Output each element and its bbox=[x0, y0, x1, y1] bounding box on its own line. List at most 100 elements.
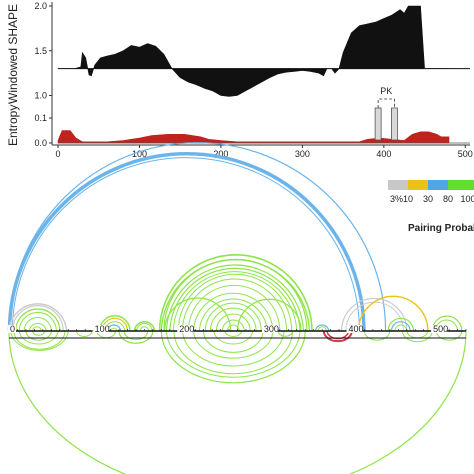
upper-arc bbox=[32, 326, 42, 332]
upper-arc bbox=[18, 311, 57, 332]
entropy-y-tick: 0.0 bbox=[34, 138, 47, 148]
upper-arc bbox=[387, 317, 415, 332]
shape-y-tick: 1.5 bbox=[34, 46, 47, 56]
lower-arc bbox=[165, 330, 301, 378]
upper-arc bbox=[23, 316, 52, 332]
lower-arc bbox=[326, 330, 350, 340]
lower-arc bbox=[277, 330, 293, 337]
lower-arc bbox=[10, 330, 69, 351]
y-axis-label-entropy: Entropy bbox=[6, 104, 20, 146]
arc-tick-label-bg bbox=[261, 325, 278, 333]
lower-arc bbox=[402, 330, 433, 343]
upper-arc bbox=[133, 321, 156, 332]
top-x-tick: 100 bbox=[132, 149, 147, 159]
pk-box bbox=[391, 107, 398, 141]
upper-arc bbox=[198, 298, 268, 332]
legend-swatch bbox=[468, 180, 474, 190]
lower-arc bbox=[322, 330, 353, 343]
upper-arc bbox=[226, 324, 240, 332]
upper-arc bbox=[314, 324, 330, 332]
upper-arc bbox=[221, 319, 245, 332]
upper-arc bbox=[341, 297, 408, 332]
upper-arc bbox=[15, 308, 61, 332]
lower-arc bbox=[203, 330, 264, 353]
lower-arc bbox=[224, 330, 243, 337]
arc-tick-label-bg bbox=[431, 325, 448, 333]
upper-arc bbox=[163, 258, 308, 332]
lower-arc bbox=[182, 330, 285, 367]
lower-arc bbox=[213, 330, 254, 345]
legend-swatch bbox=[408, 180, 428, 190]
pk-label: PK bbox=[380, 86, 392, 96]
upper-arc bbox=[11, 305, 64, 332]
entropy-panel: 0.1 0.0 bbox=[34, 113, 470, 148]
arcs-lower bbox=[8, 330, 467, 474]
arc-tick-label-bg bbox=[8, 325, 16, 333]
shape-y-tick: 2.0 bbox=[34, 1, 47, 11]
lower-arc bbox=[76, 330, 93, 337]
legend-swatch bbox=[448, 180, 468, 190]
upper-arc bbox=[139, 326, 150, 332]
lower-arc bbox=[363, 330, 391, 341]
arcs-upper bbox=[7, 142, 463, 332]
legend-label: 100 bbox=[460, 194, 474, 204]
lower-arc bbox=[123, 330, 149, 340]
arc-sequence-axis: 0 100 200 300 400 500 bbox=[8, 324, 467, 339]
lower-arc bbox=[435, 330, 463, 341]
legend-label: 80 bbox=[443, 194, 453, 204]
top-x-tick: 300 bbox=[295, 149, 310, 159]
lower-arc bbox=[173, 330, 293, 375]
top-x-tick: 400 bbox=[376, 149, 391, 159]
upper-arc bbox=[158, 254, 313, 332]
arc-tick-label-bg bbox=[346, 325, 363, 333]
lower-arc bbox=[118, 330, 154, 344]
upper-arc bbox=[8, 142, 387, 332]
upper-arc bbox=[10, 154, 364, 332]
upper-arc bbox=[8, 303, 68, 332]
lower-arc bbox=[25, 330, 52, 341]
arc-tick-label-bg bbox=[177, 325, 194, 333]
shape-area bbox=[57, 5, 450, 97]
upper-arc bbox=[165, 264, 305, 332]
legend-label: 10 bbox=[403, 194, 413, 204]
upper-arc bbox=[209, 307, 257, 332]
arc-x-tick: 300 bbox=[264, 324, 279, 334]
upper-arc bbox=[164, 297, 232, 332]
pairing-probability-legend: 3% 10 30 80 100 bbox=[388, 180, 474, 204]
lower-arc bbox=[406, 330, 429, 339]
legend-title: Pairing Probabili bbox=[408, 223, 474, 234]
upper-arc bbox=[317, 326, 327, 332]
upper-arc bbox=[11, 157, 360, 332]
arc-x-tick: 400 bbox=[349, 324, 364, 334]
entropy-area bbox=[57, 130, 450, 144]
arc-x-tick: 0 bbox=[10, 324, 15, 334]
upper-arc bbox=[390, 321, 411, 332]
legend-swatch bbox=[388, 180, 408, 190]
lower-arc bbox=[32, 330, 45, 336]
lower-arc bbox=[193, 330, 274, 359]
y-axis-label-shape: Windowed SHAPE bbox=[6, 3, 20, 104]
upper-arc bbox=[357, 295, 429, 332]
upper-arc bbox=[394, 324, 408, 332]
upper-arc bbox=[193, 292, 274, 332]
arc-x-tick: 100 bbox=[95, 324, 110, 334]
arc-x-tick: 200 bbox=[179, 324, 194, 334]
top-x-tick: 500 bbox=[458, 149, 473, 159]
upper-arc bbox=[136, 322, 153, 332]
upper-arc bbox=[172, 271, 298, 332]
upper-arc bbox=[169, 267, 301, 332]
pk-box bbox=[374, 107, 382, 141]
upper-arc bbox=[182, 278, 288, 332]
top-x-axis: 0 100 200 300 400 500 bbox=[55, 145, 473, 159]
upper-arc bbox=[204, 302, 262, 332]
legend-label: 30 bbox=[423, 194, 433, 204]
top-x-tick: 0 bbox=[55, 149, 60, 159]
legend-label: 3% bbox=[390, 194, 403, 204]
lower-arc bbox=[18, 330, 59, 345]
lower-arc bbox=[160, 330, 306, 384]
pseudoknot-marker: PK bbox=[374, 86, 398, 141]
upper-arc bbox=[187, 284, 281, 332]
pk-bracket bbox=[377, 98, 395, 108]
shape-y-tick: 1.0 bbox=[34, 91, 47, 101]
